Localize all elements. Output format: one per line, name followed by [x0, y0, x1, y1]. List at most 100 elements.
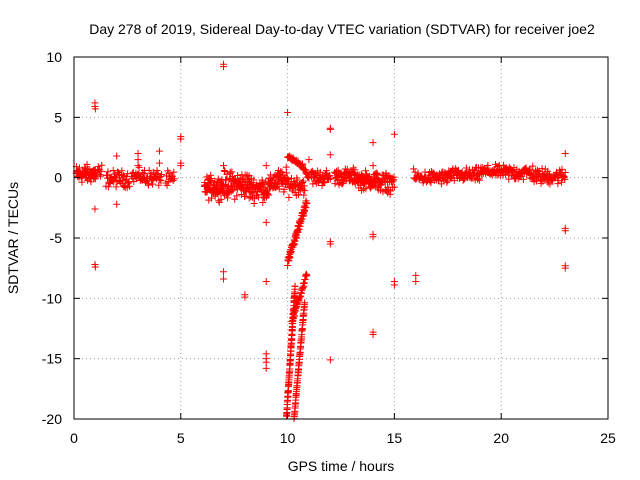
data-point: [381, 185, 389, 193]
data-point: [220, 167, 228, 175]
data-point: [220, 162, 228, 170]
data-point: [326, 356, 334, 364]
data-point: [97, 172, 105, 180]
data-point: [369, 233, 377, 241]
data-point: [241, 192, 249, 200]
data-point: [558, 165, 566, 173]
x-tick-label: 25: [600, 430, 616, 446]
data-point: [215, 198, 223, 206]
data-point: [217, 195, 225, 203]
data-point: [119, 172, 127, 180]
data-point: [220, 63, 228, 71]
data-point: [390, 130, 398, 138]
chart-title: Day 278 of 2019, Sidereal Day-to-day VTE…: [89, 21, 595, 37]
data-point: [411, 168, 419, 176]
data-point: [299, 185, 307, 193]
data-point: [561, 175, 569, 183]
data-point: [250, 176, 258, 184]
data-point: [262, 277, 270, 285]
data-point: [529, 162, 537, 170]
data-point: [390, 183, 398, 191]
data-point: [303, 272, 311, 280]
data-point: [326, 125, 334, 133]
y-tick-label: -15: [42, 351, 62, 367]
data-point: [316, 168, 324, 176]
data-point: [283, 169, 291, 177]
data-point: [206, 175, 214, 183]
data-point: [84, 176, 92, 184]
data-point: [135, 163, 143, 171]
data-point: [326, 151, 334, 159]
data-point: [412, 277, 420, 285]
data-point: [113, 152, 121, 160]
data-point: [113, 200, 121, 208]
data-point: [284, 109, 292, 117]
data-point: [410, 165, 418, 173]
data-point: [443, 178, 451, 186]
data-point: [165, 169, 173, 177]
data-point: [303, 199, 311, 207]
data-point: [295, 225, 303, 233]
data-point: [109, 177, 117, 185]
data-point: [369, 162, 377, 170]
data-point: [298, 178, 306, 186]
data-point: [163, 181, 171, 189]
data-point: [157, 177, 165, 185]
data-point: [519, 175, 527, 183]
data-point: [233, 192, 241, 200]
data-point: [262, 364, 270, 372]
data-point: [134, 150, 142, 158]
data-point: [177, 135, 185, 143]
data-point: [78, 178, 86, 186]
data-point: [265, 191, 273, 199]
data-point: [229, 186, 237, 194]
data-point: [97, 167, 105, 175]
x-axis-ticks: 0 5 10 15 20 25: [70, 57, 616, 446]
data-point: [351, 166, 359, 174]
data-point: [326, 240, 334, 248]
y-tick-label: -10: [42, 290, 62, 306]
data-point: [91, 105, 99, 113]
y-tick-label: 0: [54, 170, 62, 186]
data-point: [305, 174, 313, 182]
data-point: [228, 173, 236, 181]
data-point: [390, 173, 398, 181]
data-point: [280, 185, 288, 193]
data-point: [282, 163, 290, 171]
x-tick-label: 10: [280, 430, 296, 446]
data-point: [437, 180, 445, 188]
data-point: [83, 160, 91, 168]
data-points: [72, 60, 569, 423]
data-point: [285, 193, 293, 201]
y-tick-label: -20: [42, 411, 62, 427]
data-point: [177, 162, 185, 170]
data-point: [291, 282, 299, 290]
data-point: [357, 176, 365, 184]
data-point: [112, 183, 120, 191]
data-point: [561, 264, 569, 272]
data-point: [96, 171, 104, 179]
data-point: [228, 168, 236, 176]
data-point: [104, 168, 112, 176]
y-tick-label: 10: [46, 49, 62, 65]
data-point: [220, 275, 228, 283]
data-point: [301, 187, 309, 195]
data-point: [149, 180, 157, 188]
data-point: [258, 179, 266, 187]
data-point: [262, 162, 270, 170]
y-axis-ticks: -20 -15 -10 -5 0 5 10: [42, 49, 608, 427]
data-point: [262, 218, 270, 226]
data-point: [147, 177, 155, 185]
data-point: [208, 194, 216, 202]
data-point: [245, 194, 253, 202]
data-point: [241, 293, 249, 301]
data-point: [145, 181, 153, 189]
data-point: [294, 157, 302, 165]
data-point: [538, 165, 546, 173]
data-point: [390, 281, 398, 289]
data-point: [91, 205, 99, 213]
data-point: [98, 161, 106, 169]
x-tick-label: 15: [387, 430, 403, 446]
data-point: [278, 168, 286, 176]
